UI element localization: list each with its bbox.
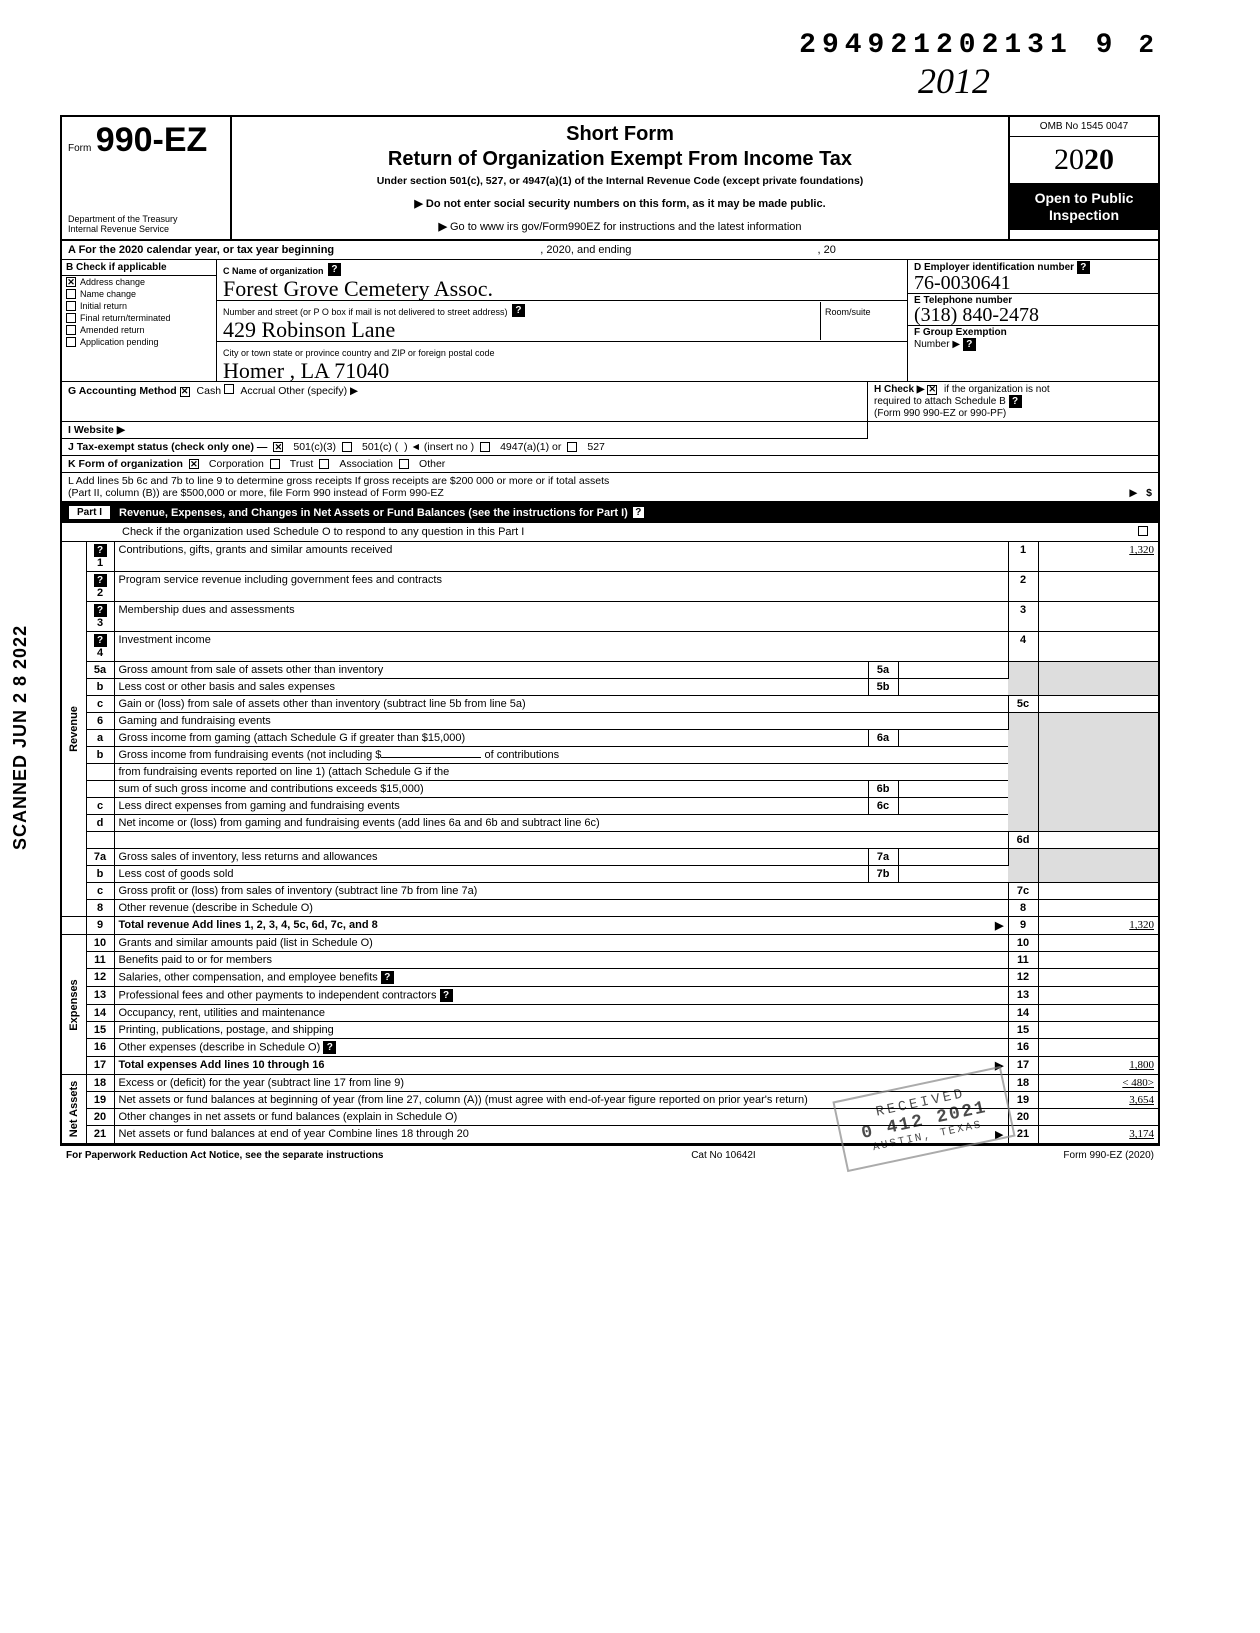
section-c: C Name of organization ? Forest Grove Ce… xyxy=(217,260,908,381)
part-1-sub: Check if the organization used Schedule … xyxy=(62,523,1158,542)
chk-501c3[interactable] xyxy=(273,442,283,452)
return-title: Return of Organization Exempt From Incom… xyxy=(240,148,1000,171)
c-name-label: C Name of organization xyxy=(223,266,324,276)
chk-cash[interactable] xyxy=(180,387,190,397)
chk-schedule-o[interactable] xyxy=(1138,526,1148,536)
b-head: B Check if applicable xyxy=(62,260,216,276)
help-icon: ? xyxy=(440,989,453,1002)
f-label2: Number ▶ xyxy=(914,339,960,350)
chk-h[interactable] xyxy=(927,385,937,395)
instr-1: Do not enter social security numbers on … xyxy=(426,198,826,210)
help-icon: ? xyxy=(632,506,645,519)
ein-value: 76-0030641 xyxy=(914,274,1152,292)
help-icon: ? xyxy=(94,574,107,587)
line-1-val: 1,320 xyxy=(1038,542,1158,572)
side-revenue: Revenue xyxy=(68,706,80,752)
side-expenses: Expenses xyxy=(68,979,80,1030)
row-a: A For the 2020 calendar year, or tax yea… xyxy=(62,241,1158,260)
room-label: Room/suite xyxy=(825,307,871,317)
f-label: F Group Exemption xyxy=(914,327,1007,338)
part-1-header: Part I Revenue, Expenses, and Changes in… xyxy=(62,502,1158,523)
help-icon: ? xyxy=(323,1041,336,1054)
help-icon: ? xyxy=(381,971,394,984)
chk-app-pending[interactable] xyxy=(66,337,76,347)
c-street-label: Number and street (or P O box if mail is… xyxy=(223,307,507,317)
chk-527[interactable] xyxy=(567,442,577,452)
short-form-label: Short Form xyxy=(240,123,1000,146)
chk-final-return[interactable] xyxy=(66,313,76,323)
org-street: 429 Robinson Lane xyxy=(223,320,820,340)
form-year: 2020 xyxy=(1010,137,1158,184)
form-number: 990-EZ xyxy=(96,121,208,159)
help-icon: ? xyxy=(1077,261,1090,274)
chk-amended[interactable] xyxy=(66,325,76,335)
help-icon: ? xyxy=(328,263,341,276)
footer: For Paperwork Reduction Act Notice, see … xyxy=(60,1146,1160,1165)
dln-number: 294921202131 92 xyxy=(799,30,1160,61)
under-section: Under section 501(c), 527, or 4947(a)(1)… xyxy=(240,175,1000,187)
k-label: K Form of organization xyxy=(68,458,183,470)
org-name: Forest Grove Cemetery Assoc. xyxy=(223,279,901,299)
section-h: H Check ▶ if the organization is not req… xyxy=(868,382,1158,421)
side-net-assets: Net Assets xyxy=(68,1081,80,1137)
header-left: Form 990-EZ Department of the Treasury I… xyxy=(62,117,232,239)
line-1-desc: Contributions, gifts, grants and similar… xyxy=(114,542,1008,572)
line-18-val: < 480> xyxy=(1038,1075,1158,1092)
dept-line-2: Internal Revenue Service xyxy=(68,225,224,235)
help-icon: ? xyxy=(512,304,525,317)
open-public: Open to PublicInspection xyxy=(1010,184,1158,230)
section-b: B Check if applicable Address change Nam… xyxy=(62,260,217,381)
form-prefix: Form xyxy=(68,143,91,154)
chk-trust[interactable] xyxy=(270,459,280,469)
chk-assoc[interactable] xyxy=(319,459,329,469)
chk-name-change[interactable] xyxy=(66,289,76,299)
line-19-val: 3,654 xyxy=(1038,1092,1158,1109)
row-l: L Add lines 5b 6c and 7b to line 9 to de… xyxy=(62,473,1158,502)
help-icon: ? xyxy=(94,634,107,647)
phone-value: (318) 840-2478 xyxy=(914,306,1152,324)
part-1-table: Revenue ? 1 Contributions, gifts, grants… xyxy=(62,542,1158,1144)
help-icon: ? xyxy=(963,338,976,351)
form-990ez: Form 990-EZ Department of the Treasury I… xyxy=(60,115,1160,1146)
help-icon: ? xyxy=(94,544,107,557)
g-label: G Accounting Method xyxy=(68,385,177,397)
line-9-val: 1,320 xyxy=(1038,917,1158,935)
j-label: J Tax-exempt status (check only one) — xyxy=(68,441,267,453)
omb-number: OMB No 1545 0047 xyxy=(1010,117,1158,137)
chk-other-org[interactable] xyxy=(399,459,409,469)
line-21-val: 3,174 xyxy=(1038,1126,1158,1144)
c-city-label: City or town state or province country a… xyxy=(223,348,494,358)
header-right: OMB No 1545 0047 2020 Open to PublicInsp… xyxy=(1008,117,1158,239)
header-center: Short Form Return of Organization Exempt… xyxy=(232,117,1008,239)
line-17-val: 1,800 xyxy=(1038,1057,1158,1075)
chk-accrual[interactable] xyxy=(224,384,234,394)
chk-corp[interactable] xyxy=(189,459,199,469)
i-label: I Website ▶ xyxy=(68,424,125,436)
instr-2: Go to www irs gov/Form990EZ for instruct… xyxy=(450,221,802,233)
chk-4947[interactable] xyxy=(480,442,490,452)
scanned-stamp: SCANNED JUN 2 8 2022 xyxy=(10,625,31,850)
chk-initial-return[interactable] xyxy=(66,301,76,311)
section-def: D Employer identification number ? 76-00… xyxy=(908,260,1158,381)
help-icon: ? xyxy=(1009,395,1022,408)
chk-address-change[interactable] xyxy=(66,277,76,287)
help-icon: ? xyxy=(94,604,107,617)
org-city: Homer , LA 71040 xyxy=(223,361,901,381)
handwritten-year: 2012 xyxy=(918,60,990,102)
chk-501c[interactable] xyxy=(342,442,352,452)
g-other: Other (specify) ▶ xyxy=(278,385,358,397)
